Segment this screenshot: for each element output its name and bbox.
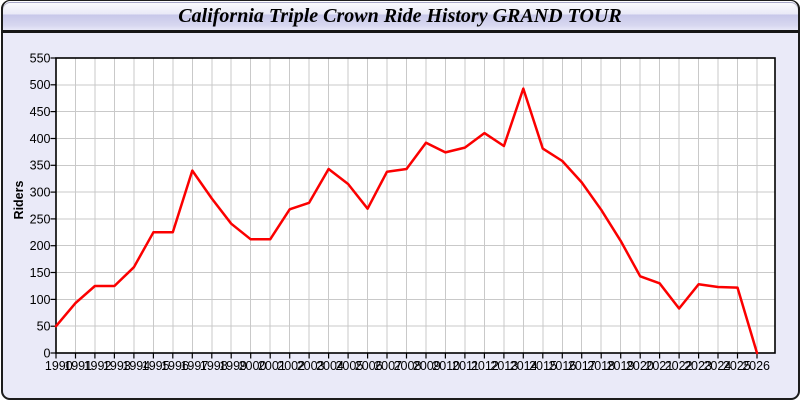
svg-text:2006: 2006 [355, 359, 383, 373]
svg-text:2020: 2020 [626, 359, 654, 373]
svg-text:2024: 2024 [703, 359, 731, 373]
svg-text:50: 50 [37, 320, 51, 334]
svg-text:Riders: Riders [12, 181, 26, 220]
svg-text:2009: 2009 [413, 359, 441, 373]
svg-text:2017: 2017 [568, 359, 596, 373]
svg-text:100: 100 [30, 293, 51, 307]
svg-text:1991: 1991 [64, 359, 92, 373]
svg-text:2026: 2026 [742, 359, 770, 373]
svg-text:2016: 2016 [548, 359, 576, 373]
svg-text:2025: 2025 [723, 359, 751, 373]
svg-text:2003: 2003 [297, 359, 325, 373]
svg-text:1997: 1997 [180, 359, 208, 373]
svg-text:1998: 1998 [200, 359, 228, 373]
svg-text:1994: 1994 [122, 359, 150, 373]
svg-text:2008: 2008 [394, 359, 422, 373]
svg-text:2019: 2019 [607, 359, 635, 373]
svg-text:2023: 2023 [684, 359, 712, 373]
svg-text:2002: 2002 [277, 359, 305, 373]
svg-text:550: 550 [30, 51, 51, 65]
svg-text:1999: 1999 [219, 359, 247, 373]
svg-text:2018: 2018 [587, 359, 615, 373]
svg-text:200: 200 [30, 239, 51, 253]
svg-text:450: 450 [30, 105, 51, 119]
svg-text:1993: 1993 [103, 359, 131, 373]
svg-text:2004: 2004 [316, 359, 344, 373]
svg-text:500: 500 [30, 78, 51, 92]
svg-text:2021: 2021 [645, 359, 673, 373]
svg-text:2015: 2015 [529, 359, 557, 373]
svg-text:2001: 2001 [258, 359, 286, 373]
svg-text:0: 0 [44, 346, 51, 360]
svg-text:400: 400 [30, 132, 51, 146]
svg-text:350: 350 [30, 159, 51, 173]
svg-text:2007: 2007 [374, 359, 402, 373]
svg-text:300: 300 [30, 186, 51, 200]
svg-text:150: 150 [30, 266, 51, 280]
svg-text:2022: 2022 [665, 359, 693, 373]
svg-text:250: 250 [30, 212, 51, 226]
svg-text:2000: 2000 [239, 359, 267, 373]
svg-text:2010: 2010 [432, 359, 460, 373]
svg-text:1990: 1990 [45, 359, 73, 373]
svg-text:2011: 2011 [452, 359, 479, 373]
svg-text:2005: 2005 [335, 359, 363, 373]
svg-text:1995: 1995 [142, 359, 170, 373]
svg-text:2014: 2014 [510, 359, 538, 373]
svg-text:1996: 1996 [161, 359, 189, 373]
svg-text:1992: 1992 [84, 359, 112, 373]
svg-text:2012: 2012 [471, 359, 499, 373]
svg-text:2013: 2013 [490, 359, 518, 373]
